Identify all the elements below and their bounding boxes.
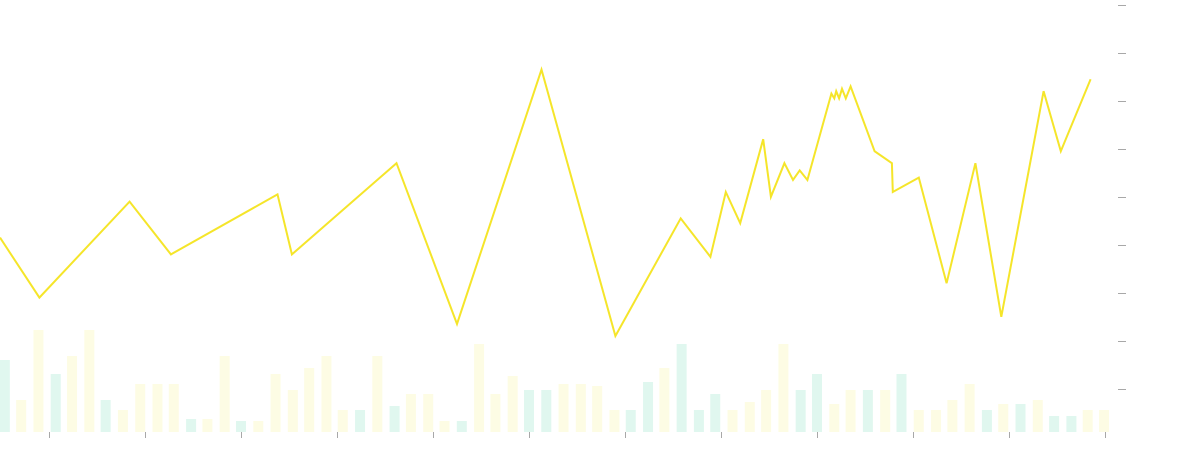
- volume-bar: [135, 384, 146, 432]
- volume-bar: [474, 344, 485, 432]
- volume-bar: [845, 390, 856, 432]
- volume-bar: [152, 384, 163, 432]
- volume-bar: [84, 330, 95, 432]
- volume-bar: [744, 402, 755, 432]
- volume-bar: [1099, 410, 1110, 432]
- volume-bar: [1082, 410, 1093, 432]
- price-line: [0, 66, 1092, 339]
- volume-bar: [270, 374, 281, 432]
- volume-bar: [186, 419, 197, 432]
- volume-bar: [490, 394, 501, 432]
- volume-bars: [0, 330, 1110, 432]
- volume-bar: [693, 410, 704, 432]
- volume-bar: [372, 356, 383, 432]
- volume-bar: [304, 368, 315, 432]
- volume-bar: [287, 390, 298, 432]
- volume-bar: [202, 419, 213, 432]
- volume-bar: [507, 376, 518, 432]
- volume-bar: [829, 404, 840, 432]
- y-axis: [1118, 5, 1126, 390]
- volume-bar: [931, 410, 942, 432]
- volume-bar: [643, 382, 654, 432]
- volume-bar: [609, 410, 620, 432]
- volume-bar: [541, 390, 552, 432]
- volume-bar: [117, 410, 128, 432]
- volume-bar: [913, 410, 924, 432]
- volume-bar: [236, 421, 246, 432]
- volume-bar: [896, 374, 907, 432]
- volume-bar: [456, 421, 467, 432]
- volume-bar: [1015, 404, 1026, 432]
- volume-bar: [405, 394, 416, 432]
- volume-bar: [659, 368, 670, 432]
- volume-bar: [947, 400, 958, 432]
- volume-bar: [998, 404, 1009, 432]
- volume-bar: [219, 356, 230, 432]
- volume-bar: [795, 390, 806, 432]
- volume-bar: [880, 390, 891, 432]
- volume-bar: [862, 390, 873, 432]
- volume-bar: [321, 356, 332, 432]
- volume-bar: [812, 374, 822, 432]
- volume-bar: [625, 410, 636, 432]
- volume-bar: [50, 374, 61, 432]
- volume-bar: [964, 384, 975, 432]
- volume-bar: [558, 384, 569, 432]
- volume-bar: [423, 394, 434, 432]
- volume-bar: [439, 421, 450, 432]
- volume-bar: [168, 384, 179, 432]
- volume-bar: [337, 410, 348, 432]
- volume-bar: [16, 400, 27, 432]
- volume-bar: [761, 390, 772, 432]
- volume-bar: [33, 330, 44, 432]
- volume-bar: [253, 421, 264, 432]
- volume-bar: [1066, 416, 1077, 432]
- volume-bar: [524, 390, 534, 432]
- volume-bar: [592, 386, 603, 432]
- volume-bar: [67, 356, 78, 432]
- volume-bar: [575, 384, 586, 432]
- volume-bar: [727, 410, 738, 432]
- volume-bar: [0, 360, 10, 432]
- volume-bar: [778, 344, 789, 432]
- volume-bar: [1032, 400, 1043, 432]
- volume-bar: [710, 394, 721, 432]
- x-axis: [49, 432, 1106, 438]
- volume-bar: [100, 400, 111, 432]
- volume-bar: [389, 406, 400, 432]
- volume-bar: [981, 410, 992, 432]
- price-line-group: [0, 66, 1092, 339]
- volume-bar: [355, 410, 366, 432]
- volume-bar: [1049, 416, 1060, 432]
- volume-bar: [676, 344, 687, 432]
